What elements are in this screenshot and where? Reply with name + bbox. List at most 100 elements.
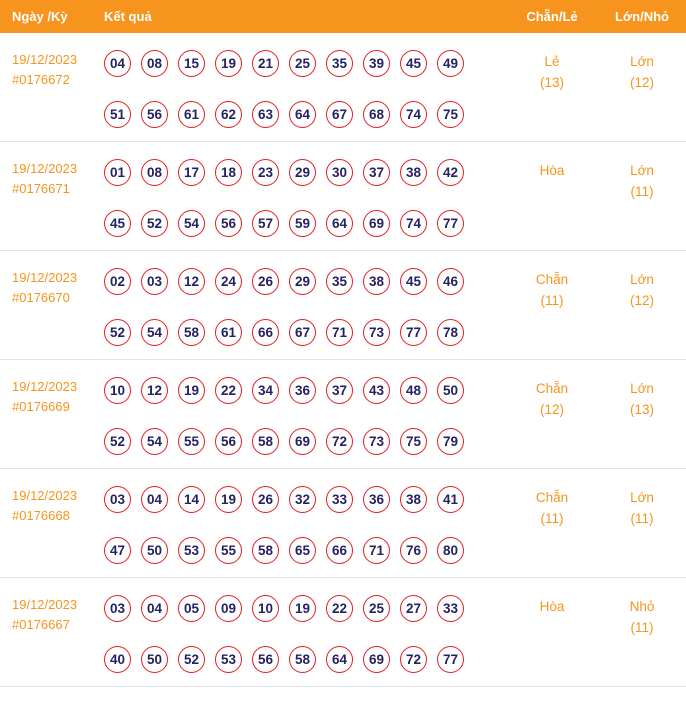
big-small-count: (11) <box>630 184 654 199</box>
number-ball: 36 <box>363 486 390 513</box>
number-ball: 30 <box>326 159 353 186</box>
result-row: 19/12/2023 #0176670 02 03 12 24 26 29 35 38 45 46… <box>0 251 686 360</box>
number-ball: 37 <box>363 159 390 186</box>
big-small-value: Lớn <box>630 381 654 396</box>
even-odd-count: (11) <box>540 511 564 526</box>
number-ball: 18 <box>215 159 242 186</box>
draw-date: 19/12/2023 <box>12 52 78 67</box>
numbers-cell: 02 03 12 24 26 29 35 38 45 46 52 54 58 61 66 67 71 73 77 7… <box>95 268 506 346</box>
number-ball: 41 <box>437 486 464 513</box>
even-odd-value: Chẵn <box>535 490 569 505</box>
results-body: 19/12/2023 #0176672 04 08 15 19 21 25 35 39 45 49… <box>0 33 686 687</box>
numbers-cell: 10 12 19 22 34 36 37 43 48 50 52 54 55 56 58 69 72 73 75 7… <box>95 377 506 455</box>
draw-date: 19/12/2023 <box>12 161 78 176</box>
number-ball: 80 <box>437 537 464 564</box>
numbers-line-2: 40 50 52 53 56 58 64 69 72 77 <box>104 646 506 673</box>
number-ball: 55 <box>215 537 242 564</box>
draw-date: 19/12/2023 <box>12 379 78 394</box>
number-ball: 75 <box>400 428 427 455</box>
keno-results-table: Ngày /Kỳ Kết quả Chẵn/Lẻ Lớn/Nhỏ 19/12/2… <box>0 0 686 687</box>
draw-date: 19/12/2023 <box>12 597 78 612</box>
number-ball: 69 <box>289 428 316 455</box>
big-small-value: Lớn <box>630 490 654 505</box>
number-ball: 54 <box>141 428 168 455</box>
big-small-value: Nhỏ <box>629 599 655 614</box>
numbers-cell: 04 08 15 19 21 25 35 39 45 49 51 56 61 62 63 64 67 68 74 7… <box>95 50 506 128</box>
big-small-value: Lớn <box>630 272 654 287</box>
numbers-cell: 03 04 05 09 10 19 22 25 27 33 40 50 52 53 56 58 64 69 72 7… <box>95 595 506 673</box>
number-ball: 03 <box>104 486 131 513</box>
number-ball: 24 <box>215 268 242 295</box>
draw-period: #0176671 <box>12 181 70 196</box>
number-ball: 46 <box>437 268 464 295</box>
number-ball: 23 <box>252 159 279 186</box>
even-odd-count: (12) <box>539 402 564 417</box>
number-ball: 22 <box>215 377 242 404</box>
number-ball: 69 <box>363 646 390 673</box>
big-small-count: (11) <box>630 511 654 526</box>
number-ball: 26 <box>252 268 279 295</box>
number-ball: 74 <box>400 210 427 237</box>
number-ball: 32 <box>289 486 316 513</box>
big-small-count: (11) <box>630 620 654 635</box>
even-odd-cell: Lẻ (13) <box>506 50 598 128</box>
number-ball: 67 <box>289 319 316 346</box>
number-ball: 03 <box>104 595 131 622</box>
number-ball: 58 <box>252 537 279 564</box>
number-ball: 47 <box>104 537 131 564</box>
numbers-cell: 03 04 14 19 26 32 33 36 38 41 47 50 53 55 58 65 66 71 76 8… <box>95 486 506 564</box>
draw-period: #0176668 <box>12 508 70 523</box>
big-small-count: (13) <box>629 402 654 417</box>
number-ball: 71 <box>326 319 353 346</box>
number-ball: 69 <box>363 210 390 237</box>
number-ball: 08 <box>141 159 168 186</box>
number-ball: 17 <box>178 159 205 186</box>
number-ball: 64 <box>326 646 353 673</box>
number-ball: 15 <box>178 50 205 77</box>
numbers-line-2: 52 54 55 56 58 69 72 73 75 79 <box>104 428 506 455</box>
number-ball: 33 <box>326 486 353 513</box>
number-ball: 52 <box>104 428 131 455</box>
number-ball: 64 <box>289 101 316 128</box>
number-ball: 55 <box>178 428 205 455</box>
number-ball: 77 <box>437 210 464 237</box>
number-ball: 04 <box>141 486 168 513</box>
number-ball: 09 <box>215 595 242 622</box>
number-ball: 35 <box>326 268 353 295</box>
number-ball: 45 <box>400 50 427 77</box>
number-ball: 19 <box>289 595 316 622</box>
number-ball: 03 <box>141 268 168 295</box>
number-ball: 42 <box>437 159 464 186</box>
number-ball: 48 <box>400 377 427 404</box>
number-ball: 72 <box>326 428 353 455</box>
number-ball: 58 <box>178 319 205 346</box>
number-ball: 73 <box>363 319 390 346</box>
number-ball: 35 <box>326 50 353 77</box>
number-ball: 77 <box>437 646 464 673</box>
number-ball: 27 <box>400 595 427 622</box>
date-period-cell: 19/12/2023 #0176670 <box>0 268 95 346</box>
number-ball: 56 <box>252 646 279 673</box>
number-ball: 64 <box>326 210 353 237</box>
even-odd-value: Hòa <box>539 599 565 614</box>
result-row: 19/12/2023 #0176669 10 12 19 22 34 36 37 43 48 50… <box>0 360 686 469</box>
number-ball: 57 <box>252 210 279 237</box>
number-ball: 25 <box>363 595 390 622</box>
number-ball: 02 <box>104 268 131 295</box>
number-ball: 45 <box>400 268 427 295</box>
result-row: 19/12/2023 #0176671 01 08 17 18 23 29 30 37 38 42… <box>0 142 686 251</box>
number-ball: 54 <box>141 319 168 346</box>
number-ball: 78 <box>437 319 464 346</box>
number-ball: 43 <box>363 377 390 404</box>
number-ball: 56 <box>215 428 242 455</box>
number-ball: 10 <box>252 595 279 622</box>
header-even-odd: Chẵn/Lẻ <box>526 9 578 24</box>
big-small-value: Lớn <box>630 54 654 69</box>
numbers-line-2: 47 50 53 55 58 65 66 71 76 80 <box>104 537 506 564</box>
header-result: Kết quả <box>104 9 152 24</box>
number-ball: 21 <box>252 50 279 77</box>
number-ball: 38 <box>400 159 427 186</box>
number-ball: 54 <box>178 210 205 237</box>
even-odd-value: Lẻ <box>544 54 560 69</box>
big-small-cell: Lớn (12) <box>598 50 686 128</box>
